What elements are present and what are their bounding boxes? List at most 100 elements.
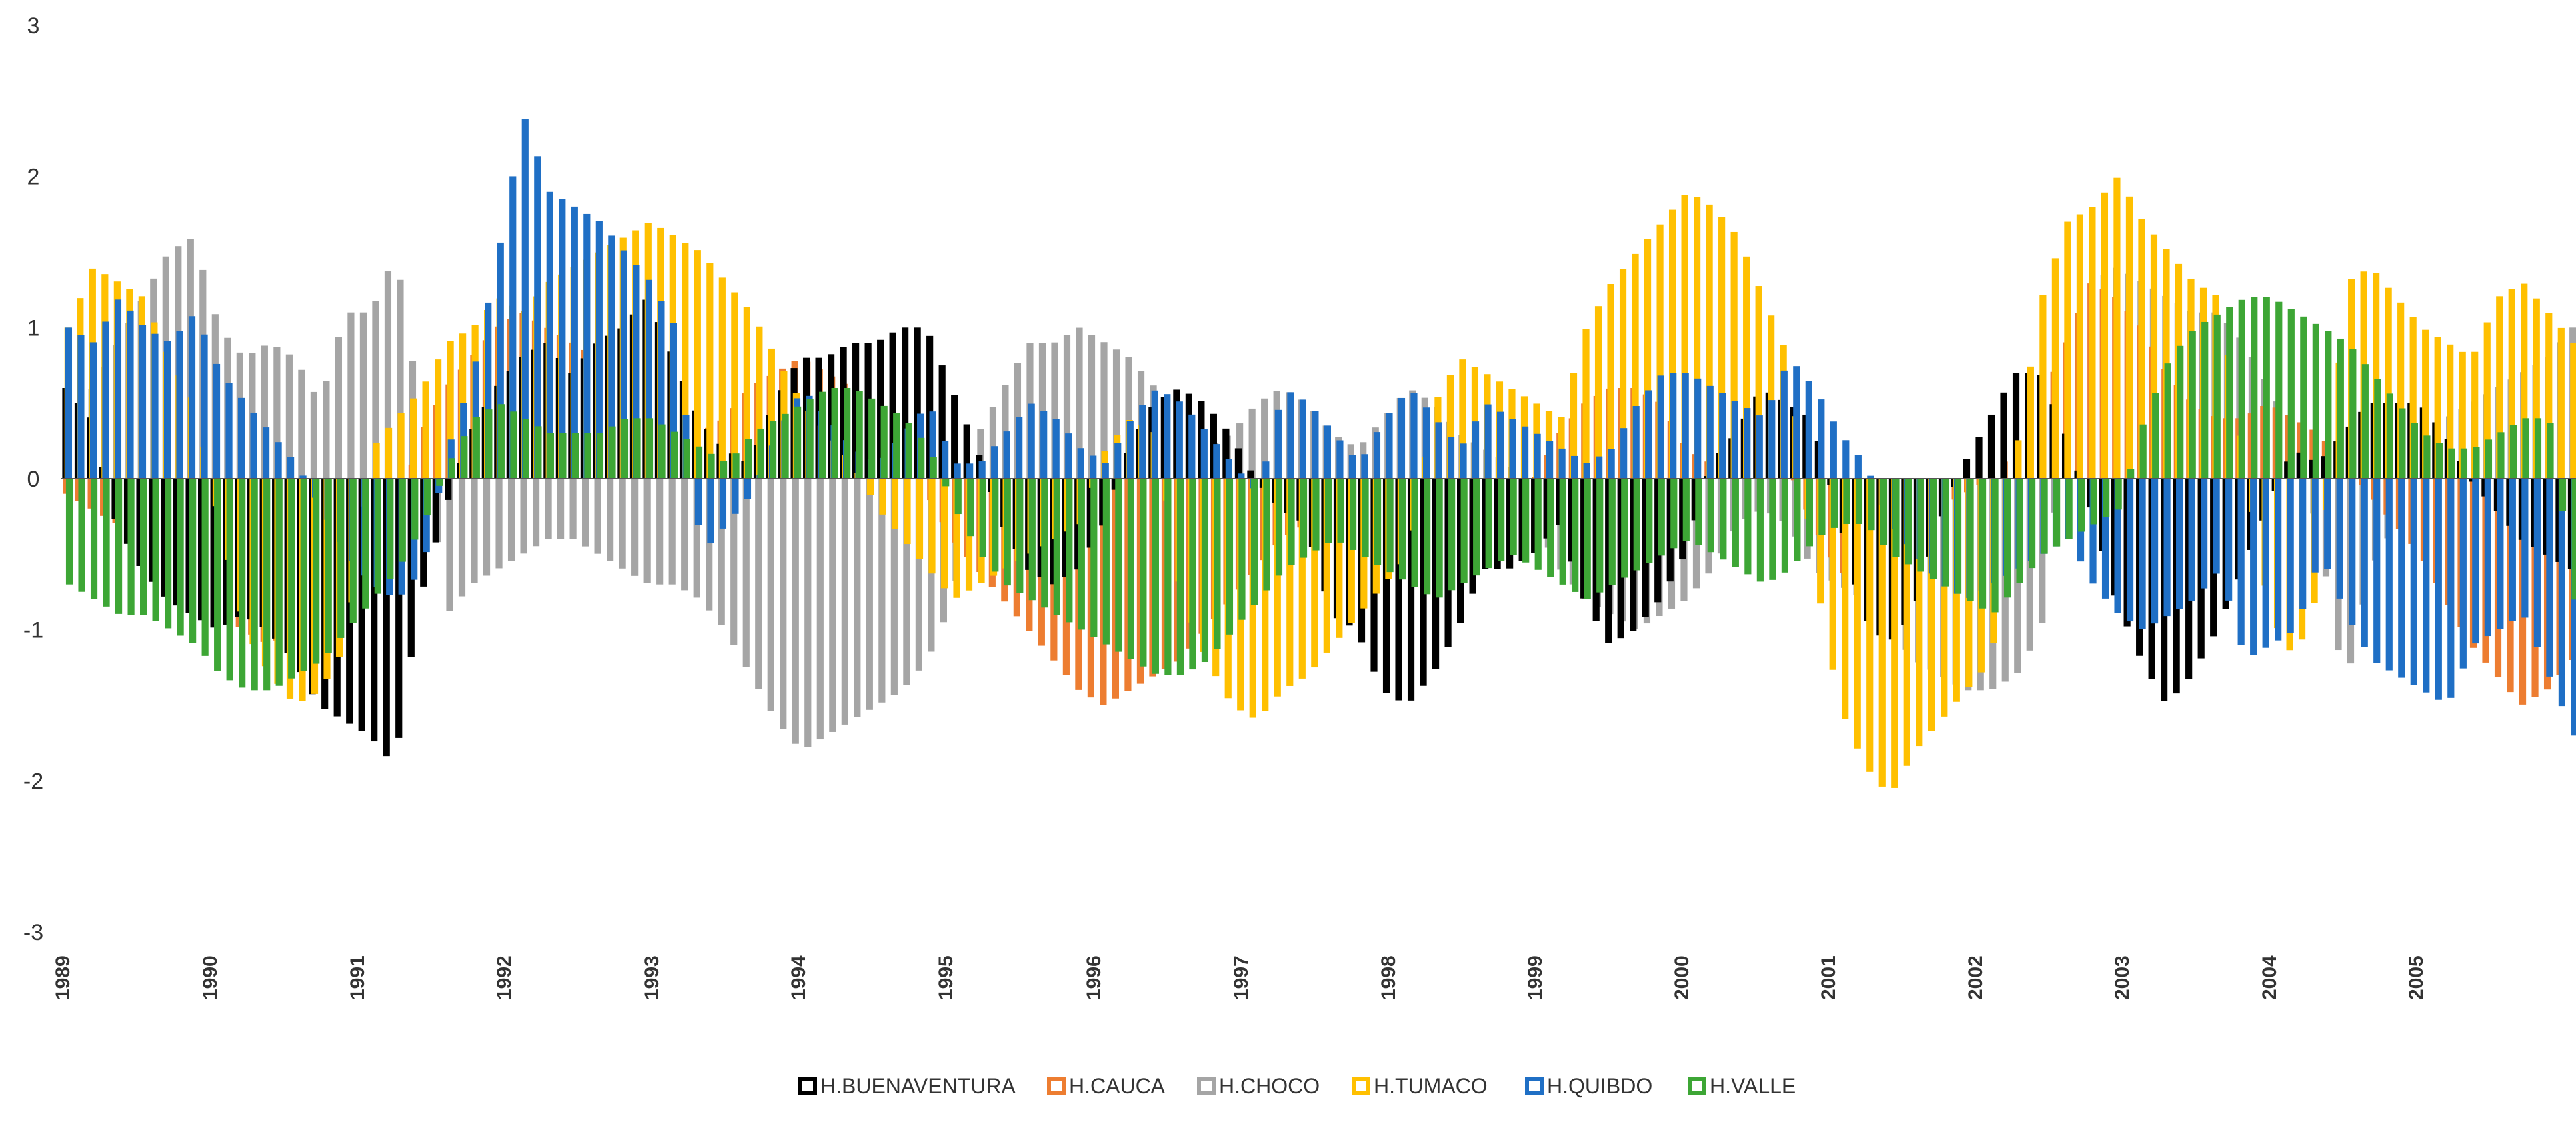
bar bbox=[347, 312, 355, 479]
bar bbox=[299, 475, 307, 479]
bar bbox=[1543, 479, 1550, 539]
bar bbox=[1608, 449, 1615, 479]
bar bbox=[1510, 479, 1517, 555]
bar bbox=[165, 479, 172, 629]
bar bbox=[891, 479, 899, 529]
bar bbox=[1077, 448, 1084, 479]
bar bbox=[2559, 479, 2567, 511]
bar bbox=[2064, 221, 2071, 479]
legend-swatch bbox=[1352, 1077, 1370, 1095]
bar bbox=[447, 341, 454, 479]
bar bbox=[926, 335, 934, 479]
bar bbox=[522, 419, 529, 479]
x-axis-ticks: 1989 1990 1991 1992 1993 1994 1995 1996 1997 1998… bbox=[52, 955, 2427, 1000]
bar bbox=[1694, 378, 1702, 479]
bar bbox=[2263, 297, 2270, 479]
bar bbox=[1448, 479, 1456, 591]
bar bbox=[1880, 479, 1888, 545]
bar bbox=[65, 327, 73, 479]
bar bbox=[1125, 357, 1132, 479]
bar bbox=[2226, 307, 2233, 479]
bar bbox=[1287, 392, 1294, 479]
bar bbox=[188, 316, 196, 479]
bar bbox=[2483, 322, 2491, 479]
bar bbox=[1818, 399, 1825, 479]
bar bbox=[298, 369, 305, 479]
bar bbox=[1744, 479, 1752, 575]
bar bbox=[161, 479, 168, 597]
bar bbox=[868, 398, 876, 479]
bar bbox=[1214, 479, 1221, 649]
bar bbox=[1592, 479, 1600, 621]
bar bbox=[1286, 479, 1294, 686]
bar bbox=[767, 479, 774, 711]
bar bbox=[1806, 479, 1813, 547]
bar bbox=[176, 331, 183, 479]
bar bbox=[1608, 479, 1616, 585]
x-tick-label: 2004 bbox=[2259, 955, 2281, 1000]
bar bbox=[1090, 479, 1098, 637]
bar bbox=[2558, 479, 2565, 707]
bar bbox=[1658, 479, 1665, 556]
bar bbox=[387, 479, 394, 579]
bar bbox=[547, 433, 554, 479]
bar bbox=[1100, 342, 1108, 479]
bar bbox=[1164, 394, 1171, 479]
bar bbox=[1632, 253, 1639, 479]
bar bbox=[2422, 329, 2429, 479]
bar bbox=[2139, 424, 2147, 479]
bar bbox=[768, 348, 775, 479]
bar bbox=[1657, 375, 1664, 479]
bar bbox=[856, 391, 863, 479]
bar bbox=[1731, 400, 1738, 479]
bar bbox=[1386, 413, 1393, 479]
bar bbox=[1632, 406, 1640, 479]
y-tick-label: 1 bbox=[27, 315, 40, 341]
bar bbox=[744, 439, 752, 479]
bar bbox=[89, 342, 97, 479]
bar bbox=[2237, 479, 2245, 645]
bar bbox=[694, 250, 701, 479]
bar bbox=[1226, 479, 1234, 635]
bar bbox=[1460, 443, 1467, 479]
bar bbox=[595, 221, 603, 479]
bar bbox=[1929, 479, 1937, 579]
bar bbox=[1411, 479, 1418, 587]
bar bbox=[1941, 479, 1948, 717]
bar bbox=[1582, 329, 1590, 479]
bar bbox=[2533, 298, 2540, 479]
bar bbox=[571, 433, 579, 479]
bar bbox=[1460, 479, 1468, 583]
bar bbox=[2299, 479, 2307, 609]
bar bbox=[930, 457, 937, 479]
bar bbox=[288, 479, 295, 679]
bar bbox=[1444, 479, 1452, 647]
bar bbox=[706, 479, 713, 611]
bar bbox=[1903, 479, 1910, 766]
bar bbox=[545, 479, 552, 539]
bar bbox=[263, 479, 271, 691]
bar bbox=[397, 413, 405, 479]
bar bbox=[510, 411, 517, 479]
legend-item: H.CAUCA bbox=[1047, 1074, 1166, 1098]
bar bbox=[1395, 479, 1402, 701]
bar bbox=[2275, 479, 2282, 641]
bar bbox=[372, 301, 379, 479]
bar bbox=[127, 479, 135, 615]
bar bbox=[708, 453, 715, 479]
legend-item: H.BUENAVENTURA bbox=[798, 1074, 1016, 1098]
bar bbox=[1399, 479, 1406, 580]
bar bbox=[2410, 479, 2417, 685]
bar bbox=[2150, 234, 2158, 479]
bar bbox=[1904, 479, 1912, 565]
bar bbox=[1596, 456, 1603, 479]
bar bbox=[2497, 432, 2505, 479]
bar bbox=[1063, 335, 1071, 479]
bar bbox=[1126, 421, 1134, 479]
bar bbox=[841, 479, 848, 725]
bar bbox=[756, 326, 763, 479]
bar bbox=[2496, 296, 2503, 479]
bar bbox=[111, 479, 119, 519]
bar bbox=[877, 339, 884, 479]
bar bbox=[2398, 479, 2405, 678]
